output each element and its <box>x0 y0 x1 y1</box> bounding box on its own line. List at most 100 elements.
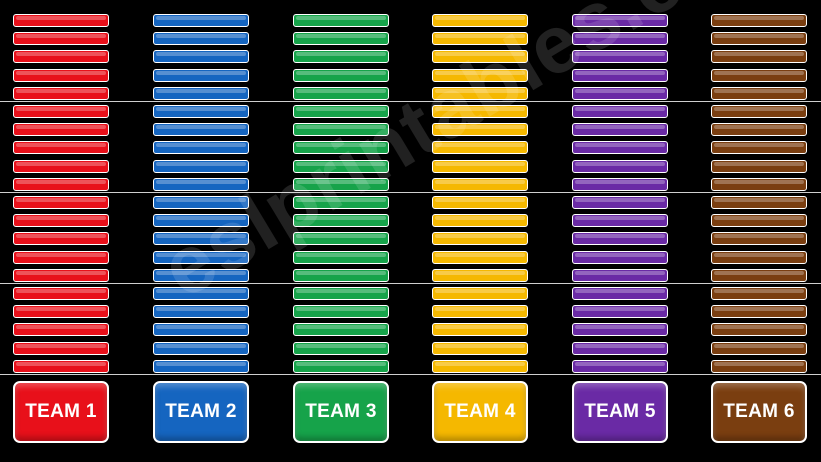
team-2-score-bar[interactable] <box>153 177 249 191</box>
team-1-score-bar[interactable] <box>13 250 109 264</box>
team-1-score-bar[interactable] <box>13 68 109 82</box>
team-2-score-bar[interactable] <box>153 323 249 337</box>
team-4-score-bar[interactable] <box>432 141 528 155</box>
team-1-score-bar[interactable] <box>13 196 109 209</box>
team-4-score-bar[interactable] <box>432 359 528 373</box>
team-1-score-bar[interactable] <box>13 214 109 228</box>
team-2-score-bar[interactable] <box>153 268 249 282</box>
team-2-score-bar[interactable] <box>153 86 249 100</box>
team-4-button[interactable]: TEAM 4 <box>432 381 528 443</box>
team-5-score-bar[interactable] <box>572 14 668 27</box>
team-6-button[interactable]: TEAM 6 <box>711 381 807 443</box>
team-2-score-bar[interactable] <box>153 287 249 300</box>
team-3-score-bar[interactable] <box>293 177 389 191</box>
team-5-score-bar[interactable] <box>572 68 668 82</box>
team-2-score-bar[interactable] <box>153 359 249 373</box>
team-3-score-bar[interactable] <box>293 196 389 209</box>
team-1-score-bar[interactable] <box>13 359 109 373</box>
team-5-score-bar[interactable] <box>572 323 668 337</box>
team-6-score-bar[interactable] <box>711 86 807 100</box>
team-4-score-bar[interactable] <box>432 105 528 118</box>
team-5-button[interactable]: TEAM 5 <box>572 381 668 443</box>
team-3-score-bar[interactable] <box>293 268 389 282</box>
team-2-score-bar[interactable] <box>153 105 249 118</box>
team-4-score-bar[interactable] <box>432 196 528 209</box>
team-3-score-bar[interactable] <box>293 50 389 64</box>
team-5-score-bar[interactable] <box>572 32 668 46</box>
team-6-score-bar[interactable] <box>711 341 807 355</box>
team-3-score-bar[interactable] <box>293 305 389 319</box>
team-3-score-bar[interactable] <box>293 14 389 27</box>
team-4-score-bar[interactable] <box>432 232 528 246</box>
team-4-score-bar[interactable] <box>432 86 528 100</box>
team-3-score-bar[interactable] <box>293 141 389 155</box>
team-5-score-bar[interactable] <box>572 214 668 228</box>
team-6-score-bar[interactable] <box>711 177 807 191</box>
team-3-score-bar[interactable] <box>293 159 389 173</box>
team-6-score-bar[interactable] <box>711 359 807 373</box>
team-6-score-bar[interactable] <box>711 214 807 228</box>
team-1-score-bar[interactable] <box>13 159 109 173</box>
team-1-button[interactable]: TEAM 1 <box>13 381 109 443</box>
team-4-score-bar[interactable] <box>432 14 528 27</box>
team-1-score-bar[interactable] <box>13 305 109 319</box>
team-5-score-bar[interactable] <box>572 359 668 373</box>
team-3-score-bar[interactable] <box>293 105 389 118</box>
team-5-score-bar[interactable] <box>572 250 668 264</box>
team-3-score-bar[interactable] <box>293 250 389 264</box>
team-4-score-bar[interactable] <box>432 159 528 173</box>
team-2-score-bar[interactable] <box>153 305 249 319</box>
team-3-score-bar[interactable] <box>293 68 389 82</box>
team-5-score-bar[interactable] <box>572 287 668 300</box>
team-1-score-bar[interactable] <box>13 123 109 137</box>
team-4-score-bar[interactable] <box>432 287 528 300</box>
team-1-score-bar[interactable] <box>13 14 109 27</box>
team-6-score-bar[interactable] <box>711 232 807 246</box>
team-1-score-bar[interactable] <box>13 50 109 64</box>
team-1-score-bar[interactable] <box>13 141 109 155</box>
team-1-score-bar[interactable] <box>13 323 109 337</box>
team-1-score-bar[interactable] <box>13 105 109 118</box>
team-6-score-bar[interactable] <box>711 68 807 82</box>
team-1-score-bar[interactable] <box>13 287 109 300</box>
team-2-score-bar[interactable] <box>153 196 249 209</box>
team-5-score-bar[interactable] <box>572 105 668 118</box>
team-4-score-bar[interactable] <box>432 214 528 228</box>
team-5-score-bar[interactable] <box>572 341 668 355</box>
team-6-score-bar[interactable] <box>711 123 807 137</box>
team-5-score-bar[interactable] <box>572 141 668 155</box>
team-4-score-bar[interactable] <box>432 123 528 137</box>
team-6-score-bar[interactable] <box>711 323 807 337</box>
team-4-score-bar[interactable] <box>432 68 528 82</box>
team-4-score-bar[interactable] <box>432 341 528 355</box>
team-1-score-bar[interactable] <box>13 86 109 100</box>
team-6-score-bar[interactable] <box>711 268 807 282</box>
team-1-score-bar[interactable] <box>13 32 109 46</box>
team-6-score-bar[interactable] <box>711 305 807 319</box>
team-5-score-bar[interactable] <box>572 177 668 191</box>
team-2-score-bar[interactable] <box>153 232 249 246</box>
team-5-score-bar[interactable] <box>572 232 668 246</box>
team-4-score-bar[interactable] <box>432 305 528 319</box>
team-1-score-bar[interactable] <box>13 177 109 191</box>
team-2-score-bar[interactable] <box>153 159 249 173</box>
team-2-score-bar[interactable] <box>153 141 249 155</box>
team-5-score-bar[interactable] <box>572 50 668 64</box>
team-6-score-bar[interactable] <box>711 32 807 46</box>
team-2-score-bar[interactable] <box>153 123 249 137</box>
team-3-score-bar[interactable] <box>293 86 389 100</box>
team-3-button[interactable]: TEAM 3 <box>293 381 389 443</box>
team-3-score-bar[interactable] <box>293 32 389 46</box>
team-2-score-bar[interactable] <box>153 341 249 355</box>
team-6-score-bar[interactable] <box>711 250 807 264</box>
team-6-score-bar[interactable] <box>711 50 807 64</box>
team-6-score-bar[interactable] <box>711 287 807 300</box>
team-3-score-bar[interactable] <box>293 359 389 373</box>
team-5-score-bar[interactable] <box>572 196 668 209</box>
team-3-score-bar[interactable] <box>293 287 389 300</box>
team-3-score-bar[interactable] <box>293 232 389 246</box>
team-6-score-bar[interactable] <box>711 159 807 173</box>
team-1-score-bar[interactable] <box>13 268 109 282</box>
team-3-score-bar[interactable] <box>293 341 389 355</box>
team-1-score-bar[interactable] <box>13 232 109 246</box>
